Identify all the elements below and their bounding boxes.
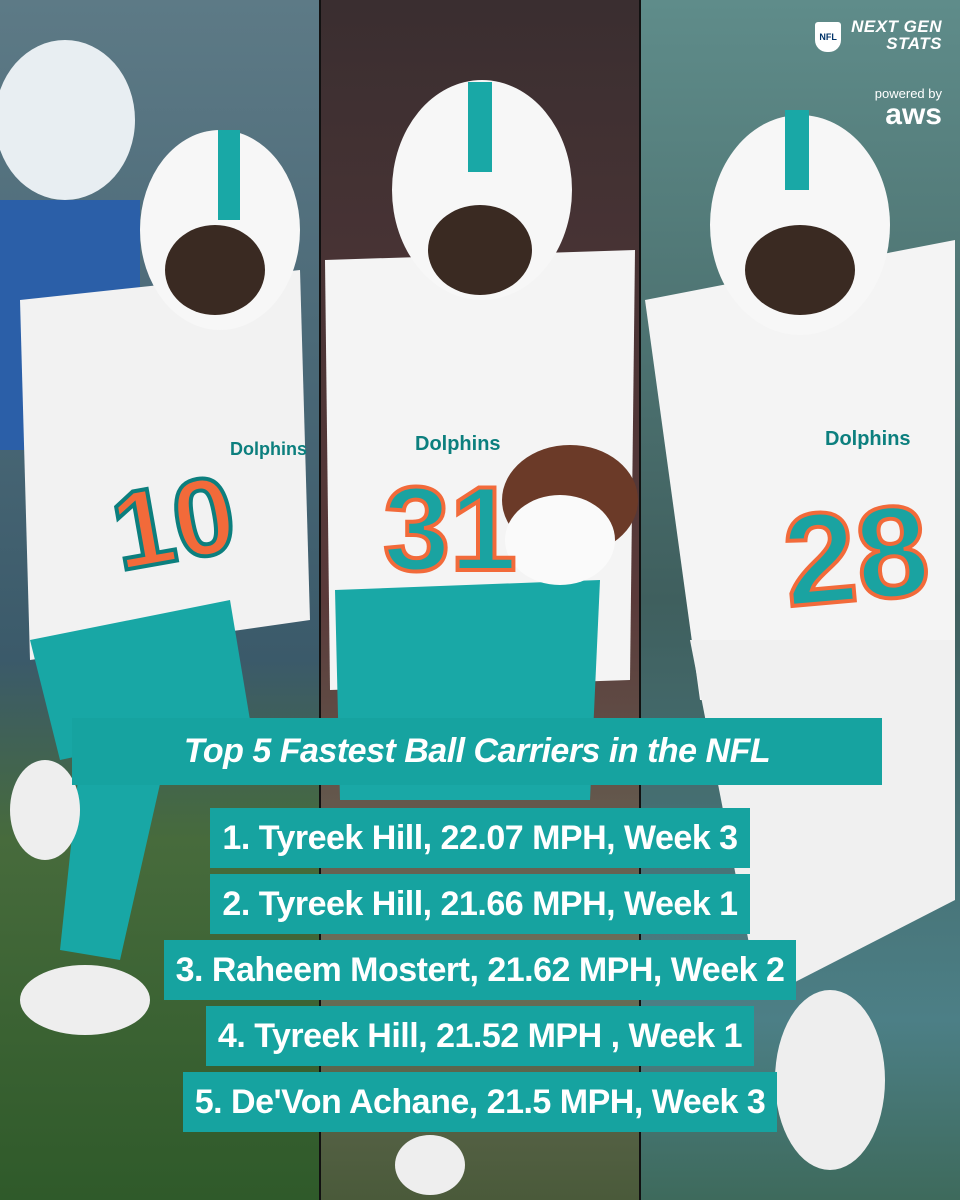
player: 28 Dolphins — [645, 110, 955, 1170]
logo-line: NEXT GEN — [851, 17, 942, 36]
list-row: 5. De'Von Achane, 21.5 MPH, Week 3 — [0, 1072, 960, 1138]
logo: NFL NEXT GEN STATS powered by aws — [815, 17, 942, 131]
list-row: 4. Tyreek Hill, 21.52 MPH , Week 1 — [0, 1006, 960, 1072]
list-row: 3. Raheem Mostert, 21.62 MPH, Week 2 — [0, 940, 960, 1006]
jersey-number: 10 — [103, 452, 245, 594]
logo-line: STATS — [886, 34, 942, 53]
sponsor: aws — [885, 98, 942, 131]
jersey-number: 31 — [383, 462, 516, 596]
list-item: 4. Tyreek Hill, 21.52 MPH , Week 1 — [205, 1006, 755, 1066]
ranking-list: 1. Tyreek Hill, 22.07 MPH, Week 3 2. Tyre… — [0, 808, 960, 1138]
jersey-number: 28 — [778, 476, 935, 634]
wordmark: Dolphins — [825, 428, 911, 450]
title: Top 5 Fastest Ball Carriers in the NFL — [72, 718, 882, 785]
list-row: 1. Tyreek Hill, 22.07 MPH, Week 3 — [0, 808, 960, 874]
player: 31 Dolphins — [325, 80, 638, 1195]
player: 10 Dolphins — [0, 40, 310, 1035]
list-row: 2. Tyreek Hill, 21.66 MPH, Week 1 — [0, 874, 960, 940]
list-item: 5. De'Von Achane, 21.5 MPH, Week 3 — [182, 1072, 778, 1132]
wordmark: Dolphins — [415, 433, 501, 455]
nfl-shield: NFL — [815, 22, 842, 52]
list-item: 3. Raheem Mostert, 21.62 MPH, Week 2 — [163, 940, 797, 1000]
wordmark: Dolphins — [230, 439, 307, 459]
powered-by: powered by — [874, 86, 942, 101]
list-item: 1. Tyreek Hill, 22.07 MPH, Week 3 — [210, 808, 750, 868]
list-item: 2. Tyreek Hill, 21.66 MPH, Week 1 — [210, 874, 750, 934]
